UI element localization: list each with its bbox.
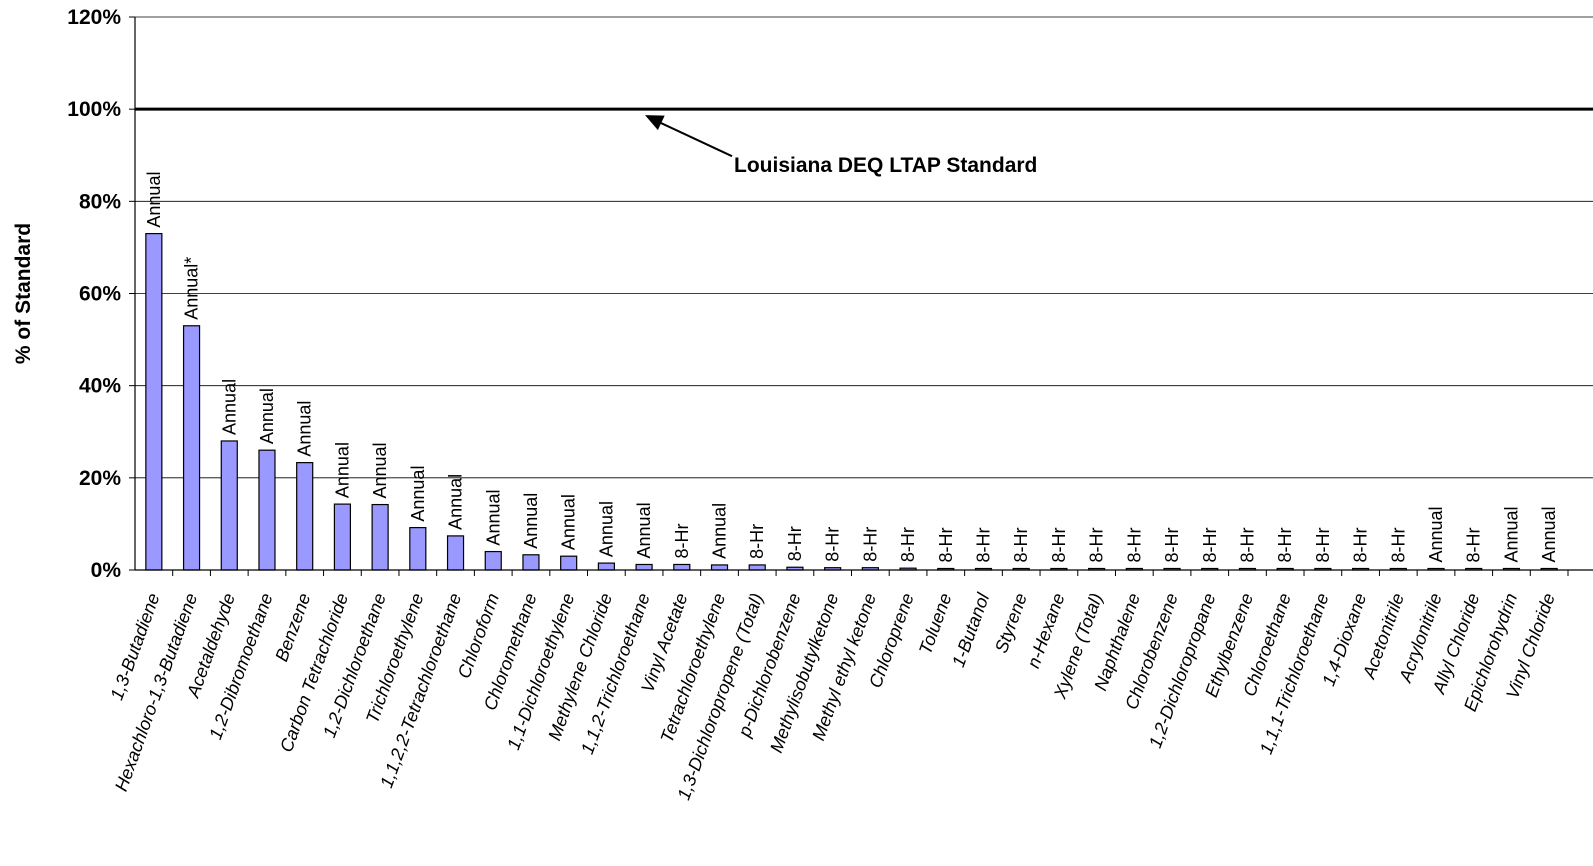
data-label: 8-Hr <box>1388 527 1408 562</box>
bar <box>560 555 578 571</box>
x-axis-category-labels: 1,3-ButadieneHexachloro-1,3-ButadieneAce… <box>106 590 1558 803</box>
data-label: 8-Hr <box>973 527 993 562</box>
y-tick-label: 40% <box>79 375 121 398</box>
bar <box>446 535 465 571</box>
data-label: Annual <box>710 503 730 559</box>
bar <box>333 503 352 571</box>
data-label: Annual <box>1539 506 1559 562</box>
data-label: Annual* <box>182 257 202 320</box>
bar <box>597 562 615 571</box>
category-label: Toluene <box>915 591 955 657</box>
bar <box>409 527 427 571</box>
data-label: Annual <box>446 474 466 530</box>
bar <box>145 232 163 571</box>
data-label: 8-Hr <box>823 527 843 562</box>
bar <box>522 554 540 571</box>
bar <box>484 550 502 571</box>
data-label: Annual <box>408 466 428 522</box>
data-label: Annual <box>219 379 239 435</box>
bars <box>145 232 1569 576</box>
data-label: 8-Hr <box>1162 527 1182 562</box>
bar <box>371 503 389 571</box>
y-tick-label: 80% <box>79 190 121 213</box>
y-tick-label: 20% <box>79 467 121 490</box>
y-axis-tick-labels: 0% 20% 40% 60% 80% 100% 120% <box>67 6 121 582</box>
data-label: 8-Hr <box>1087 527 1107 562</box>
y-axis-label: % of Standard <box>12 223 35 364</box>
data-label: 8-Hr <box>747 524 767 559</box>
bar <box>635 563 653 571</box>
data-label: Annual <box>1501 506 1521 562</box>
data-label: 8-Hr <box>1237 527 1257 562</box>
y-tick-label: 100% <box>67 98 121 121</box>
y-tick-label: 60% <box>79 283 121 306</box>
bar <box>258 449 276 571</box>
y-tick-label: 120% <box>67 6 121 29</box>
data-label: 8-Hr <box>1313 527 1333 562</box>
data-label: Annual <box>144 172 164 228</box>
bar <box>296 462 314 571</box>
data-label: 8-Hr <box>1351 527 1371 562</box>
reference-line-annotation: Louisiana DEQ LTAP Standard <box>734 154 1037 177</box>
data-label: Annual <box>332 442 352 498</box>
category-label: Benzene <box>271 591 314 665</box>
data-label: Annual <box>521 493 541 549</box>
data-label: Annual <box>559 494 579 550</box>
category-label: Styrene <box>991 591 1031 656</box>
data-labels: Annual Annual* Annual Annual Annual Annual Ann… <box>144 172 1559 563</box>
data-label: 8-Hr <box>1124 527 1144 562</box>
data-label: Annual <box>483 490 503 546</box>
data-label: Annual <box>257 388 277 444</box>
gridlines <box>129 16 1593 571</box>
data-label: 8-Hr <box>1200 527 1220 562</box>
data-label: 8-Hr <box>672 523 692 558</box>
data-label: Annual <box>370 442 390 498</box>
data-label: 8-Hr <box>1275 527 1295 562</box>
bar <box>182 325 201 571</box>
y-tick-label: 0% <box>91 559 122 582</box>
data-label: 8-Hr <box>898 527 918 562</box>
data-label: 8-Hr <box>936 527 956 562</box>
data-label: 8-Hr <box>1011 527 1031 562</box>
data-label: 8-Hr <box>1049 527 1069 562</box>
data-label: Annual <box>295 401 315 457</box>
data-label: 8-Hr <box>860 527 880 562</box>
data-label: Annual <box>1426 506 1446 562</box>
data-label: Annual <box>596 501 616 557</box>
data-label: 8-Hr <box>1464 527 1484 562</box>
bar <box>748 564 766 571</box>
data-label: 8-Hr <box>785 526 805 561</box>
category-label: 1-Butanol <box>948 590 993 670</box>
bar <box>673 563 691 571</box>
annotation-arrow-line <box>656 120 733 158</box>
annotation-arrow-head <box>645 115 665 131</box>
bar <box>710 564 729 571</box>
data-label: Annual <box>634 502 654 558</box>
bar <box>220 440 238 571</box>
